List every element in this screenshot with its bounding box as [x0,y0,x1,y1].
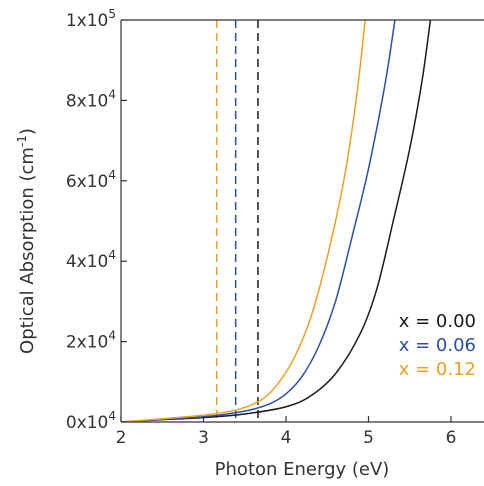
legend-entry-2: x = 0.12 [399,359,476,380]
plot-lines [121,20,432,422]
x-tick-label-1: 3 [198,428,209,448]
series-line-2 [121,20,366,422]
series-line-0 [121,20,432,422]
x-tick-label-4: 6 [446,428,457,448]
y-tick-label-1: 2x104 [66,329,116,353]
legend: x = 0.00 x = 0.06 x = 0.12 [399,311,476,380]
y-tick-label-4: 8x104 [66,87,116,111]
axes [120,19,484,423]
x-tick-label-0: 2 [116,428,127,448]
y-tick-label-5: 1x105 [66,7,116,31]
x-tick-label-3: 5 [363,428,374,448]
y-tick-label-2: 4x104 [66,248,116,272]
y-axis-title: Optical Absorption (cm-1) [15,128,38,354]
y-tick-label-3: 6x104 [66,168,116,192]
legend-entry-0: x = 0.00 [399,311,476,332]
legend-entry-1: x = 0.06 [399,335,476,356]
y-tick-label-0: 0x104 [66,409,116,433]
x-tick-label-2: 4 [281,428,292,448]
x-axis-title: Photon Energy (eV) [215,459,390,480]
ticks: 2 3 4 5 6 0x104 2x104 4x104 6x104 8x104 1x105 [66,7,457,448]
